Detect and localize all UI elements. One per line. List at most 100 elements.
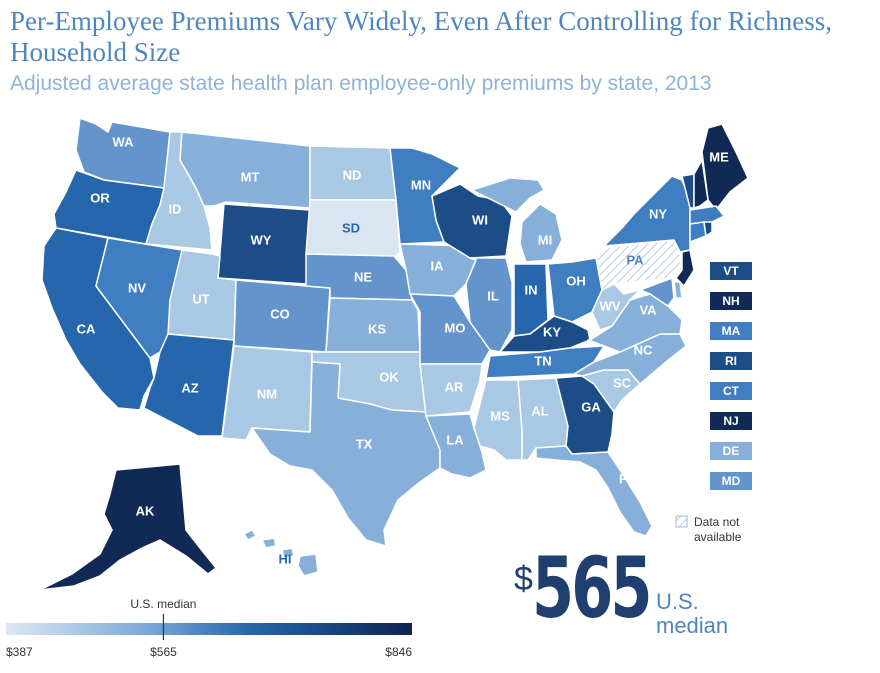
state-label-ar: AR <box>445 379 464 394</box>
state-ar <box>419 363 483 417</box>
state-ct <box>689 221 707 243</box>
state-nj <box>675 249 695 287</box>
highlight-dollar-sign: $ <box>514 560 533 598</box>
state-label-nd: ND <box>343 167 362 182</box>
state-label-mi: MI <box>538 232 552 247</box>
state-me <box>701 123 749 211</box>
state-label-mo: MO <box>445 320 466 335</box>
small-state-swatch <box>710 442 752 460</box>
small-state-label: NH <box>722 294 739 308</box>
state-label-hi: HI <box>279 551 292 566</box>
state-la <box>425 413 487 479</box>
small-state-box-ct: CT <box>710 382 752 400</box>
small-state-swatch <box>710 382 752 400</box>
highlight-value: 565 <box>532 539 652 637</box>
small-state-swatch <box>710 352 752 370</box>
small-state-box-ma: MA <box>710 322 752 340</box>
small-state-swatch <box>710 412 752 430</box>
state-sd <box>305 199 401 259</box>
color-scale-legend: U.S. median $387 $565 $846 <box>6 597 412 659</box>
state-ks <box>325 297 421 353</box>
highlight-caption: U.S. median <box>656 590 776 638</box>
small-state-swatch <box>710 292 752 310</box>
small-state-label: RI <box>725 354 737 368</box>
state-de <box>673 281 683 299</box>
small-state-box-vt: VT <box>710 262 752 280</box>
scale-min-label: $387 <box>6 645 33 659</box>
highlight-caption-line2: median <box>656 613 729 638</box>
state-fl <box>535 445 653 537</box>
state-label-wy: WY <box>251 232 272 247</box>
state-label-or: OR <box>90 190 110 205</box>
state-label-tx: TX <box>356 436 373 451</box>
state-tn <box>485 345 605 379</box>
state-label-in: IN <box>525 282 538 297</box>
map-subtitle: Adjusted average state health plan emplo… <box>10 72 712 95</box>
state-label-az: AZ <box>181 380 198 395</box>
small-state-label: NJ <box>723 414 738 428</box>
state-ak <box>39 463 217 591</box>
map-title: Per-Employee Premiums Vary Widely, Even … <box>10 6 832 67</box>
state-label-nv: NV <box>128 280 146 295</box>
state-label-co: CO <box>270 306 290 321</box>
state-ri <box>703 221 713 237</box>
state-label-la: LA <box>446 432 464 447</box>
state-label-va: VA <box>639 302 657 317</box>
small-state-box-nj: NJ <box>710 412 752 430</box>
small-state-label: MA <box>722 324 741 338</box>
state-label-nc: NC <box>634 342 653 357</box>
na-label-line2: available <box>694 530 742 544</box>
scale-max-label: $846 <box>385 645 412 659</box>
small-state-box-md: MD <box>710 472 752 490</box>
small-state-swatch <box>710 322 752 340</box>
state-label-wi: WI <box>472 212 488 227</box>
state-label-nm: NM <box>257 386 277 401</box>
small-state-box-ri: RI <box>710 352 752 370</box>
small-state-box-nh: NH <box>710 292 752 310</box>
small-state-label: VT <box>723 264 739 278</box>
state-label-ny: NY <box>649 206 667 221</box>
state-label-oh: OH <box>566 273 586 288</box>
state-label-ia: IA <box>431 258 445 273</box>
small-state-swatch <box>710 472 752 490</box>
state-label-ut: UT <box>192 291 209 306</box>
small-state-label: CT <box>723 384 740 398</box>
state-md <box>639 277 675 307</box>
state-label-mt: MT <box>241 169 260 184</box>
small-state-box-de: DE <box>710 442 752 460</box>
state-label-ok: OK <box>379 369 399 384</box>
highlight-caption-line1: U.S. <box>656 589 699 614</box>
small-state-label: DE <box>723 444 740 458</box>
small-state-swatch <box>710 262 752 280</box>
state-il <box>465 257 513 353</box>
state-label-ky: KY <box>543 324 561 339</box>
state-label-tn: TN <box>534 353 551 368</box>
state-hi <box>243 529 319 577</box>
state-label-mn: MN <box>411 177 431 192</box>
state-tx <box>251 361 441 547</box>
state-nc <box>573 333 687 385</box>
state-label-ca: CA <box>77 321 96 336</box>
state-mi <box>471 177 563 263</box>
state-mo <box>409 293 491 365</box>
state-wi <box>431 183 513 259</box>
na-key: Data not available <box>675 515 742 544</box>
color-scale-bar <box>6 623 412 635</box>
state-label-ms: MS <box>490 408 510 423</box>
state-label-wv: WV <box>600 298 621 313</box>
state-label-il: IL <box>487 288 499 303</box>
state-label-wa: WA <box>113 134 135 149</box>
state-label-id: ID <box>169 201 182 216</box>
scale-median-label: $565 <box>150 645 177 659</box>
state-label-sc: SC <box>613 375 632 390</box>
state-label-ks: KS <box>368 321 386 336</box>
state-label-al: AL <box>531 403 548 418</box>
na-swatch <box>675 515 688 528</box>
state-ma <box>689 205 725 225</box>
state-label-fl: FL <box>619 471 635 486</box>
state-label-pa: PA <box>626 252 644 267</box>
state-ny <box>603 175 691 253</box>
median-caption: U.S. median <box>130 597 196 611</box>
state-label-sd: SD <box>342 220 360 235</box>
